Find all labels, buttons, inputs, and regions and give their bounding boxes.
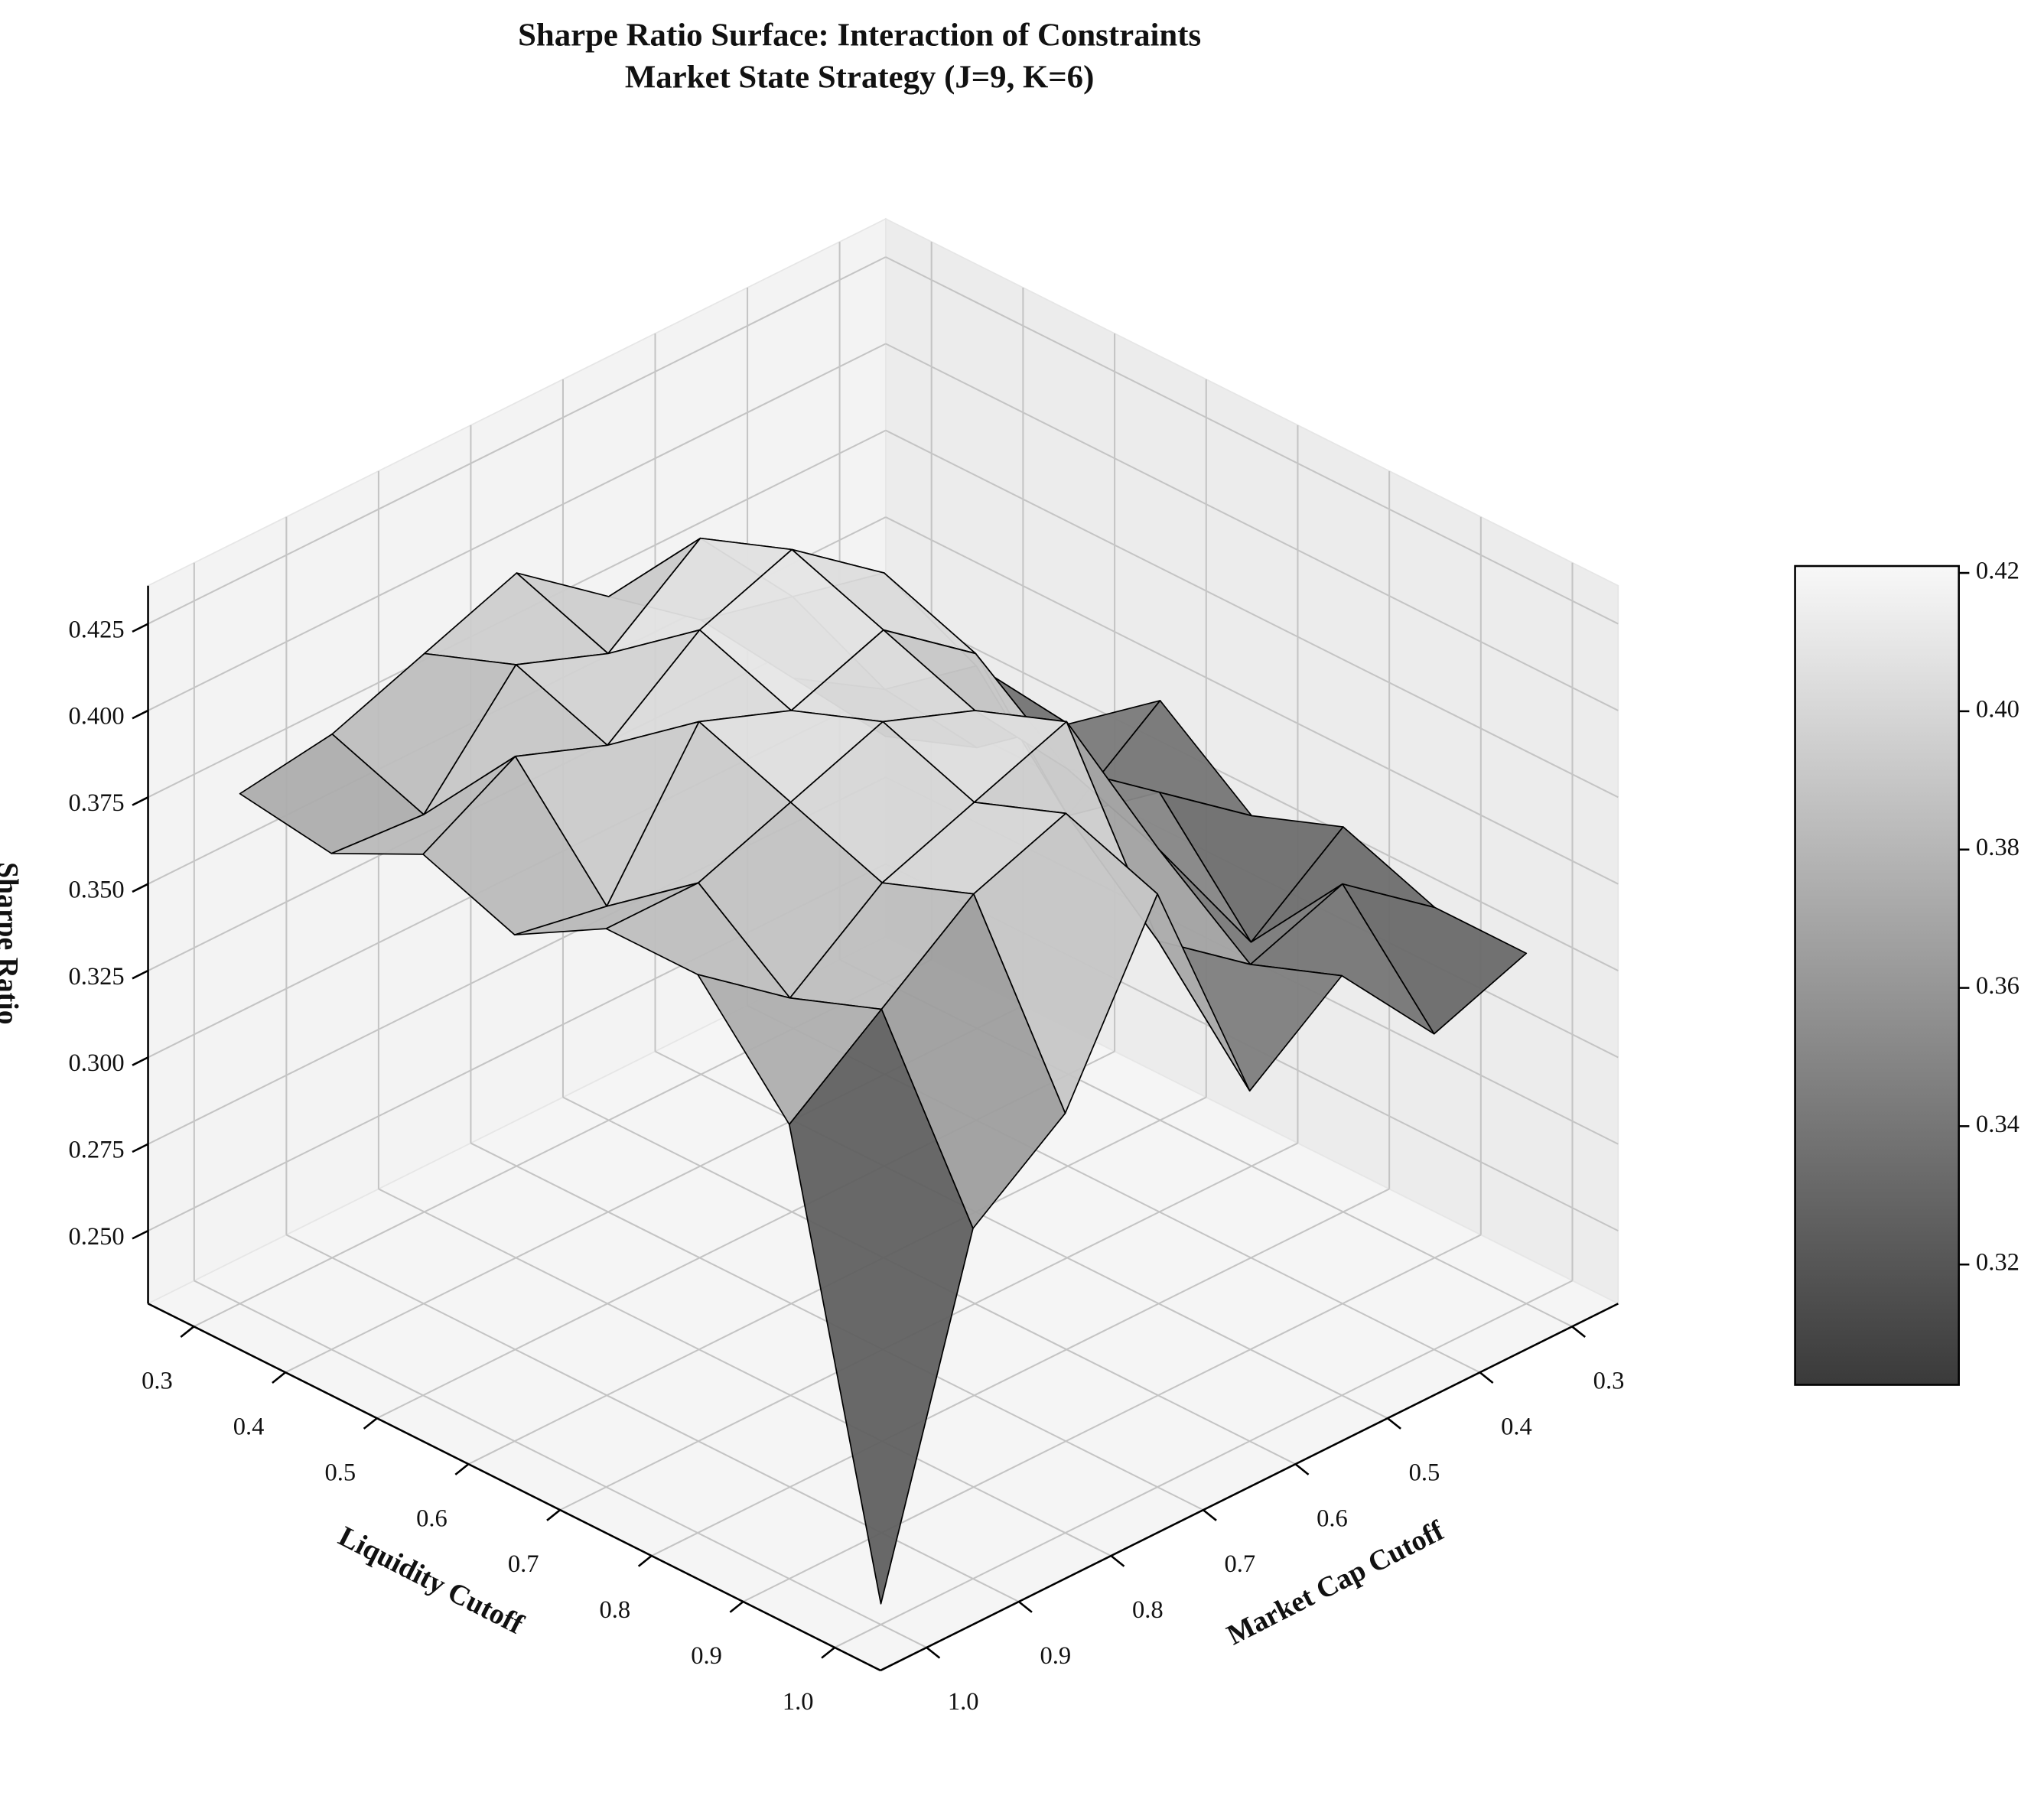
x-tick-label: 0.8 (1132, 1596, 1164, 1624)
z-tick-label: 0.300 (69, 1049, 125, 1077)
z-tick (132, 969, 149, 980)
axis-line (147, 1303, 881, 1672)
y-tick-label: 0.3 (142, 1367, 173, 1394)
x-tick-label: 0.9 (1040, 1642, 1071, 1670)
z-tick-label: 0.400 (69, 703, 125, 730)
y-tick (729, 1601, 744, 1613)
colorbar-tick-label: 0.42 (1976, 558, 2020, 585)
x-tick-label: 0.5 (1409, 1459, 1440, 1486)
grid-line (378, 1188, 1112, 1557)
z-tick (132, 1056, 149, 1066)
y-tick-label: 0.9 (691, 1642, 722, 1670)
x-tick (1479, 1371, 1494, 1384)
grid-line (743, 1234, 1482, 1602)
chart-subtitle: Market State Strategy (J=9, K=6) (625, 59, 1095, 95)
grid-line (885, 343, 1619, 711)
z-tick (132, 1143, 149, 1153)
z-tick-label: 0.375 (69, 789, 125, 817)
z-tick (132, 709, 149, 720)
x-tick-label: 0.6 (1317, 1505, 1348, 1532)
colorbar-tick-label: 0.36 (1976, 972, 2020, 1000)
z-tick-label: 0.325 (69, 963, 125, 991)
grid-line (834, 1280, 1573, 1648)
surface-facet (788, 1008, 974, 1605)
colorbar-tick-label: 0.40 (1976, 695, 2020, 723)
y-tick-label: 0.6 (416, 1505, 448, 1532)
grid-line (885, 603, 1619, 971)
x-tick (1387, 1417, 1401, 1430)
y-tick (821, 1646, 835, 1659)
colorbar-tick-label: 0.34 (1976, 1111, 2020, 1138)
axis-line (880, 1303, 1619, 1672)
z-tick-label: 0.425 (69, 616, 125, 643)
y-tick-label: 1.0 (783, 1688, 814, 1716)
y-tick (272, 1371, 286, 1384)
y-tick-label: 0.8 (600, 1596, 631, 1624)
y-tick-label: 0.7 (508, 1550, 539, 1578)
x-tick-label: 0.3 (1593, 1367, 1625, 1394)
grid-line (885, 256, 1619, 625)
x-tick-label: 0.7 (1225, 1550, 1256, 1578)
chart-title: Sharpe Ratio Surface: Interaction of Con… (518, 18, 1201, 54)
x-tick (1203, 1509, 1217, 1521)
y-tick (546, 1509, 561, 1521)
x-tick (1018, 1601, 1033, 1613)
grid-line (194, 1280, 927, 1648)
x-tick (1294, 1463, 1310, 1475)
y-tick (637, 1555, 653, 1567)
y-tick (180, 1326, 195, 1339)
y-tick-label: 0.5 (324, 1459, 356, 1486)
z-tick (132, 883, 149, 893)
y-tick (363, 1417, 378, 1430)
grid-line (885, 429, 1619, 799)
y-axis-label: Liquidity Cutoff (334, 1520, 529, 1641)
colorbar (1794, 564, 1960, 1386)
z-tick-label: 0.350 (69, 876, 125, 903)
z-tick (132, 796, 149, 806)
z-tick (132, 623, 149, 633)
y-tick (454, 1463, 470, 1475)
colorbar-tick-label: 0.38 (1976, 834, 2020, 861)
x-tick-label: 1.0 (948, 1688, 979, 1716)
grid-line (148, 256, 887, 625)
z-tick (132, 1229, 149, 1240)
x-tick (1571, 1326, 1586, 1339)
z-tick-label: 0.250 (69, 1223, 125, 1251)
x-axis-label: Market Cap Cutoff (1222, 1514, 1449, 1651)
colorbar-tick-label: 0.32 (1976, 1249, 2020, 1277)
x-tick (1110, 1555, 1125, 1567)
grid-line (651, 1188, 1390, 1557)
grid-line (655, 1050, 1388, 1420)
x-tick-label: 0.4 (1501, 1413, 1532, 1440)
grid-line (885, 516, 1619, 885)
y-tick-label: 0.4 (233, 1413, 265, 1440)
x-tick (926, 1646, 941, 1659)
z-axis-label: Sharpe Ratio (0, 862, 24, 1024)
z-tick-label: 0.275 (69, 1137, 125, 1164)
grid-line (148, 343, 887, 711)
